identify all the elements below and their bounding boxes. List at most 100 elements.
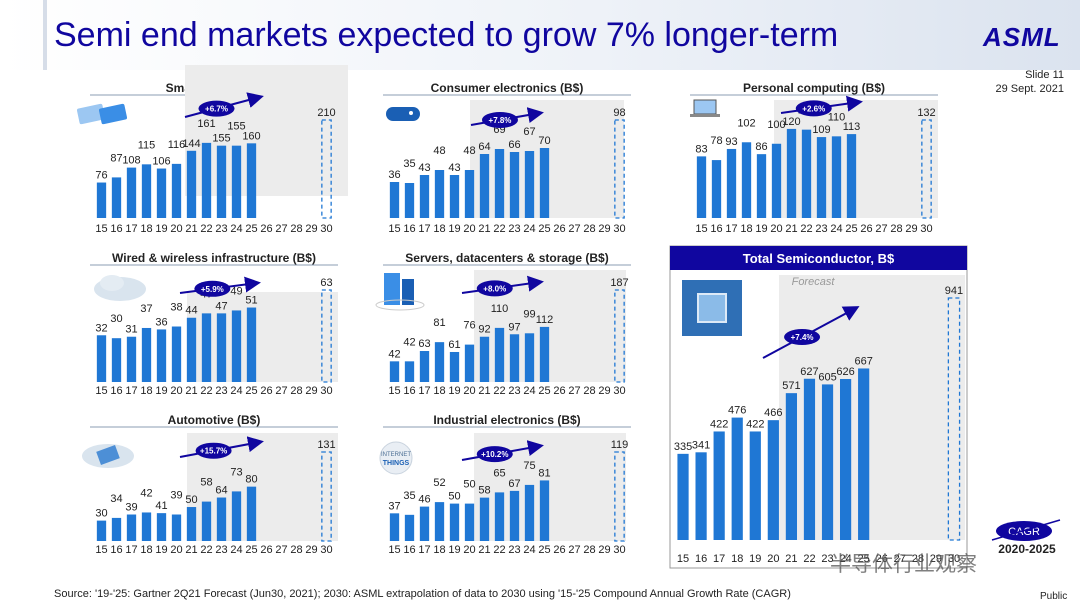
bar: [449, 175, 460, 218]
bar: [231, 491, 242, 541]
x-tick-label: 24: [830, 223, 842, 235]
x-tick-label: 15: [677, 553, 689, 565]
data-label: 155: [227, 121, 245, 133]
x-tick-label: 28: [290, 544, 302, 556]
x-tick-label: 26: [876, 553, 888, 565]
data-label: 341: [692, 439, 710, 451]
gamepad-icon: [386, 107, 420, 121]
chart-wired-wireless-infrastructure-b: Wired & wireless infrastructure (B$) 15 32…: [90, 251, 338, 397]
x-tick-label: 25: [245, 385, 257, 397]
x-tick-label: 15: [95, 544, 107, 556]
data-label: 92: [478, 324, 490, 336]
data-label: 115: [138, 139, 156, 151]
x-tick-label: 30: [320, 544, 332, 556]
bar: [713, 431, 725, 540]
x-tick-label: 15: [95, 385, 107, 397]
x-tick-label: 18: [140, 223, 152, 235]
x-tick-label: 16: [710, 223, 722, 235]
bar: [141, 164, 152, 218]
x-tick-label: 24: [230, 385, 242, 397]
x-tick-label: 16: [403, 544, 415, 556]
cagr-badge: [195, 442, 232, 459]
car-chip-icon-chip: [96, 445, 120, 465]
data-label: 571: [782, 380, 800, 392]
x-tick-label: 23: [815, 223, 827, 235]
x-tick-label: 26: [553, 544, 565, 556]
bar: [756, 154, 767, 218]
data-label: 35: [403, 490, 415, 502]
data-label: 131: [317, 439, 335, 451]
smartphone-icon-front: [98, 103, 128, 125]
chart-smartphone-b: Smartphone (B$)1576168717108181151910620…: [76, 65, 348, 235]
x-tick-label: 20: [170, 544, 182, 556]
x-tick-label: 27: [275, 544, 287, 556]
cagr-badge: [198, 100, 235, 117]
data-label: 30: [95, 508, 107, 520]
data-label: 78: [710, 135, 722, 147]
data-label: 50: [448, 491, 460, 503]
bar: [231, 145, 242, 218]
bar: [677, 453, 689, 540]
x-tick-label: 27: [568, 223, 580, 235]
data-label: 93: [725, 136, 737, 148]
data-label: 110: [491, 303, 509, 315]
x-tick-label: 17: [125, 544, 137, 556]
bar: [171, 163, 182, 218]
x-tick-label: 22: [493, 544, 505, 556]
bar: [509, 334, 520, 382]
bar: [404, 514, 415, 541]
x-tick-label: 25: [245, 544, 257, 556]
x-tick-label: 19: [749, 553, 761, 565]
data-label: 70: [538, 135, 550, 147]
bar: [449, 351, 460, 382]
x-tick-label: 18: [433, 544, 445, 556]
bar-2030-projection: [947, 297, 961, 541]
x-tick-label: 30: [613, 544, 625, 556]
data-label: 132: [917, 107, 935, 119]
x-tick-label: 19: [448, 544, 460, 556]
x-tick-label: 25: [538, 544, 550, 556]
x-tick-label: 21: [478, 385, 490, 397]
x-tick-label: 18: [433, 385, 445, 397]
bar: [404, 361, 415, 382]
x-tick-label: 18: [140, 385, 152, 397]
x-tick-label: 22: [493, 223, 505, 235]
x-tick-label: 24: [523, 223, 535, 235]
data-label: 335: [674, 441, 692, 453]
x-tick-label: 20: [463, 544, 475, 556]
server-icon: [384, 273, 400, 305]
data-label: 49: [230, 285, 242, 297]
x-tick-label: 15: [388, 223, 400, 235]
x-tick-label: 25: [858, 553, 870, 565]
bar: [171, 326, 182, 382]
x-tick-label: 23: [508, 223, 520, 235]
bar: [449, 503, 460, 541]
data-label: 36: [388, 169, 400, 181]
x-tick-label: 19: [448, 223, 460, 235]
cagr-badge: [784, 329, 821, 345]
bar: [524, 151, 535, 218]
x-tick-label: 27: [568, 544, 580, 556]
data-label: 113: [843, 121, 861, 133]
x-tick-label: 28: [583, 544, 595, 556]
cagr-legend-period: 2020-2025: [998, 542, 1056, 556]
x-tick-label: 17: [125, 385, 137, 397]
data-label: 47: [215, 300, 227, 312]
forecast-shade: [185, 65, 348, 196]
bar: [126, 336, 137, 382]
x-tick-label: 21: [785, 223, 797, 235]
data-label: 119: [611, 439, 629, 451]
data-label: 120: [782, 116, 800, 128]
data-label: 50: [463, 479, 475, 491]
data-label: 52: [433, 477, 445, 489]
bar: [389, 182, 400, 218]
forecast-label: Forecast: [792, 276, 836, 288]
data-label: 102: [737, 117, 755, 129]
x-tick-label: 21: [478, 223, 490, 235]
x-tick-label: 24: [523, 544, 535, 556]
bar: [801, 129, 812, 218]
bar: [831, 136, 842, 218]
bar: [464, 344, 475, 382]
data-label: 87: [110, 152, 122, 164]
cagr-value: +6.7%: [205, 105, 228, 114]
